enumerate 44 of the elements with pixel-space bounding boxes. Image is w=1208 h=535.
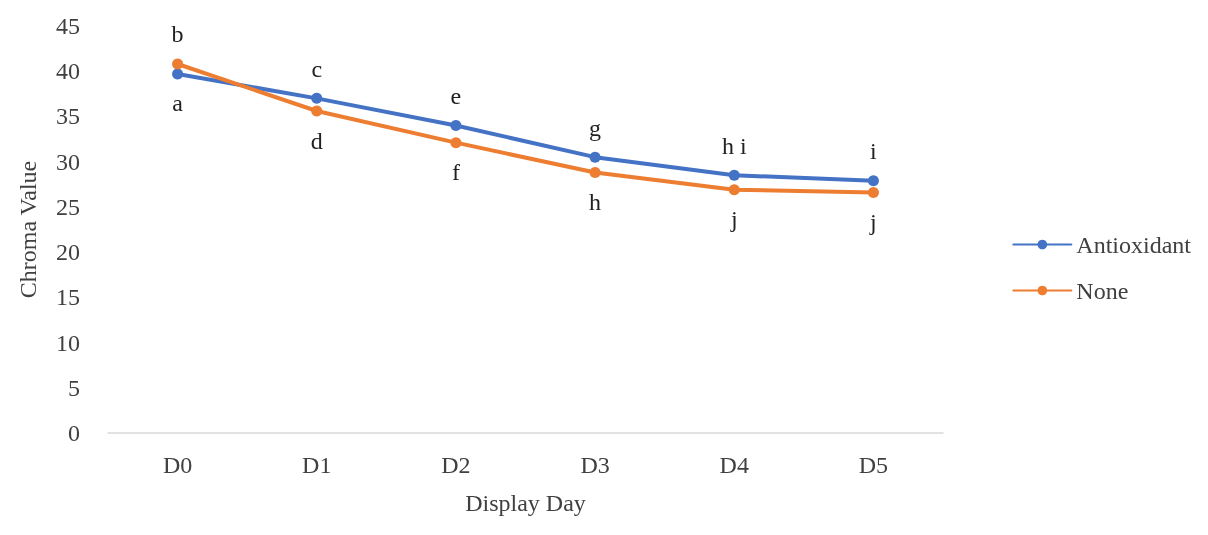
y-tick-label: 45 [56, 13, 80, 39]
y-tick-label: 30 [56, 148, 80, 175]
legend-label: None [1076, 277, 1129, 304]
y-tick-label: 10 [56, 329, 80, 356]
data-label: h i [721, 132, 747, 159]
y-tick-label: 15 [56, 284, 80, 311]
point [311, 92, 323, 104]
point [589, 167, 601, 179]
x-axis-title: Display Day [465, 490, 586, 516]
x-tick-label: D2 [441, 452, 471, 478]
data-label: c [311, 55, 323, 82]
x-tick-label: D4 [719, 452, 749, 478]
y-axis-title: Chroma Value [15, 160, 41, 299]
legend-label: Antioxidant [1076, 231, 1192, 258]
point [867, 175, 879, 187]
y-tick-label: 5 [68, 374, 80, 401]
data-label: d [310, 127, 323, 154]
data-label: b [171, 21, 184, 48]
point [450, 119, 462, 131]
y-tick-label: 25 [56, 193, 80, 220]
x-tick-label: D0 [162, 452, 193, 478]
y-tick-label: 20 [56, 239, 80, 266]
y-tick-label: 40 [56, 58, 80, 85]
x-tick-label: D5 [858, 452, 889, 478]
data-label: e [450, 82, 462, 109]
point [589, 151, 601, 163]
data-label: j [729, 206, 738, 233]
point [172, 58, 184, 70]
point [867, 186, 879, 198]
x-tick-label: D1 [302, 452, 332, 478]
data-label: g [589, 114, 602, 141]
point [728, 169, 740, 181]
data-label: j [869, 208, 877, 235]
x-tick-label: D3 [580, 452, 610, 478]
y-tick-label: 0 [68, 420, 80, 446]
data-label: f [451, 159, 460, 186]
y-tick-label: 35 [56, 103, 80, 130]
data-label: a [172, 90, 184, 117]
point [728, 184, 740, 196]
data-label: h [589, 189, 602, 216]
data-label: i [870, 138, 878, 165]
point [172, 68, 184, 80]
point [450, 137, 462, 149]
point [311, 105, 323, 117]
